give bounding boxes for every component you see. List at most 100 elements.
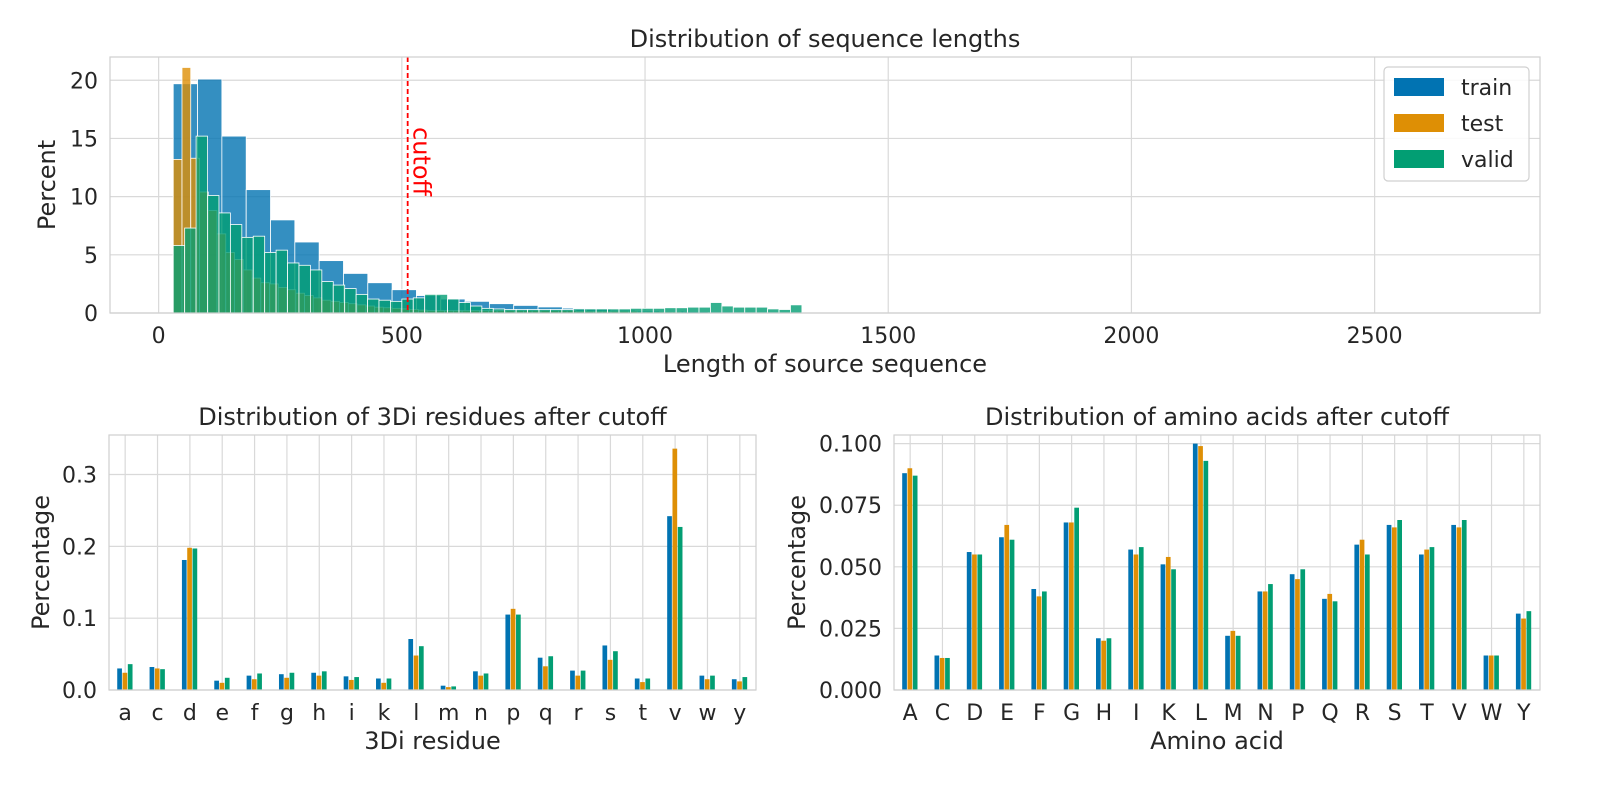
p2-bar-train bbox=[473, 671, 478, 690]
p2-series-train bbox=[117, 516, 737, 690]
hist-title: Distribution of sequence lengths bbox=[630, 25, 1021, 53]
hist-ticks: 0 500 1000 1500 2000 2500 0 5 10 15 20 bbox=[70, 69, 1403, 349]
hist-bar-valid bbox=[241, 236, 254, 314]
p3-y-tick-label: 0.050 bbox=[819, 556, 882, 581]
hist-bars bbox=[172, 67, 803, 314]
p2-bar-train bbox=[246, 675, 252, 690]
p3-bar-valid bbox=[1171, 569, 1176, 690]
3di-title: Distribution of 3Di residues after cutof… bbox=[198, 403, 667, 431]
p3-bar-valid bbox=[1009, 539, 1015, 690]
p3-bar-test bbox=[939, 657, 945, 690]
p3-bar-train bbox=[902, 473, 907, 690]
p3-x-tick-label: T bbox=[1419, 701, 1434, 726]
p3-x-tick-label: F bbox=[1033, 701, 1046, 726]
p3-bar-valid bbox=[1268, 584, 1273, 690]
hist-bar-valid bbox=[229, 224, 243, 314]
p2-bar-valid bbox=[224, 677, 230, 690]
p2-x-tick-label: q bbox=[539, 701, 553, 726]
p2-x-tick-label: h bbox=[312, 701, 326, 726]
hist-bar-valid bbox=[618, 308, 631, 314]
p2-bar-valid bbox=[192, 548, 198, 690]
p3-bar-valid bbox=[1042, 591, 1047, 690]
p2-bar-train bbox=[602, 645, 608, 690]
p2-x-tick-label: w bbox=[698, 701, 716, 726]
p3-bar-test bbox=[907, 468, 913, 690]
cutoff-label: cutoff bbox=[408, 127, 436, 197]
p2-x-tick-label: d bbox=[183, 701, 197, 726]
p2-bar-test bbox=[219, 682, 225, 690]
p2-x-tick-label: a bbox=[118, 701, 131, 726]
p3-bar-test bbox=[1327, 593, 1333, 690]
p2-bar-valid bbox=[483, 673, 489, 690]
hist-bar-valid bbox=[652, 307, 666, 314]
p2-series-valid bbox=[127, 526, 748, 690]
p3-y-tick-label: 0.100 bbox=[819, 433, 882, 458]
p3-bar-train bbox=[1096, 638, 1101, 690]
p2-bar-train bbox=[667, 516, 672, 690]
p2-bar-test bbox=[348, 679, 354, 690]
hist-bar-valid bbox=[184, 227, 197, 314]
p2-bar-test bbox=[381, 682, 387, 690]
p3-x-tick-label: P bbox=[1291, 701, 1304, 726]
hist-bar-valid bbox=[721, 305, 734, 314]
3di-bars bbox=[117, 448, 748, 690]
p3-bar-train bbox=[934, 655, 940, 690]
p2-series-test bbox=[122, 448, 742, 690]
hist-bar-valid bbox=[458, 302, 471, 314]
p3-series-train bbox=[902, 443, 1521, 690]
p3-bar-test bbox=[1133, 554, 1139, 690]
hist-bar-valid bbox=[664, 307, 677, 314]
p2-bar-test bbox=[607, 659, 613, 690]
p2-y-tick-label: 0.0 bbox=[62, 679, 97, 704]
p2-x-tick-label: f bbox=[251, 701, 260, 726]
p2-bar-test bbox=[187, 547, 192, 690]
p3-bar-valid bbox=[912, 475, 918, 690]
p3-bar-train bbox=[1192, 443, 1198, 690]
p3-x-tick-label: I bbox=[1133, 701, 1140, 726]
p3-bar-train bbox=[1354, 544, 1360, 690]
p3-bar-valid bbox=[945, 657, 950, 690]
3di-grid bbox=[109, 435, 756, 691]
hist-bar-valid bbox=[755, 306, 769, 314]
p2-y-tick-label: 0.2 bbox=[62, 535, 97, 560]
p2-x-tick-label: i bbox=[349, 701, 355, 726]
p3-bar-test bbox=[1036, 596, 1042, 690]
hist-y-tick-label: 10 bbox=[70, 186, 98, 211]
hist-bar-valid bbox=[641, 307, 654, 314]
p2-bar-valid bbox=[742, 677, 748, 690]
hist-bar-valid bbox=[344, 288, 357, 314]
p3-x-tick-label: L bbox=[1195, 701, 1208, 726]
hist-bar-valid bbox=[287, 262, 300, 314]
p2-bar-train bbox=[440, 685, 446, 690]
hist-bar-valid bbox=[218, 212, 231, 314]
p3-bar-valid bbox=[1106, 638, 1112, 690]
hist-bar-valid bbox=[744, 306, 757, 314]
legend-swatch-test bbox=[1394, 114, 1444, 132]
hist-bar-valid bbox=[595, 308, 608, 314]
p3-x-tick-label: C bbox=[935, 701, 950, 726]
aa-y-axis-label: Percentage bbox=[783, 495, 811, 630]
p2-bar-test bbox=[446, 687, 451, 690]
p2-bar-train bbox=[408, 639, 414, 690]
legend-label-test: test bbox=[1461, 112, 1504, 137]
p3-bar-train bbox=[1483, 655, 1489, 690]
p2-bar-train bbox=[311, 672, 317, 690]
p3-bar-valid bbox=[1526, 611, 1532, 690]
hist-bar-valid bbox=[767, 308, 780, 314]
p2-x-tick-label: l bbox=[413, 701, 419, 726]
p2-x-tick-label: g bbox=[280, 701, 294, 726]
p3-bar-valid bbox=[1397, 520, 1402, 690]
p2-bar-train bbox=[117, 668, 122, 690]
p2-bar-train bbox=[214, 680, 219, 690]
3di-y-axis-label: Percentage bbox=[27, 495, 55, 630]
hist-bar-valid bbox=[378, 299, 391, 314]
hist-bar-valid bbox=[298, 264, 311, 314]
p3-bar-valid bbox=[1300, 569, 1306, 690]
p2-x-tick-label: y bbox=[733, 701, 746, 726]
p2-bar-valid bbox=[257, 673, 262, 690]
p2-bar-valid bbox=[127, 664, 133, 690]
aa-grid bbox=[894, 435, 1540, 691]
p2-bar-test bbox=[284, 677, 289, 690]
p3-bar-valid bbox=[1429, 547, 1435, 690]
